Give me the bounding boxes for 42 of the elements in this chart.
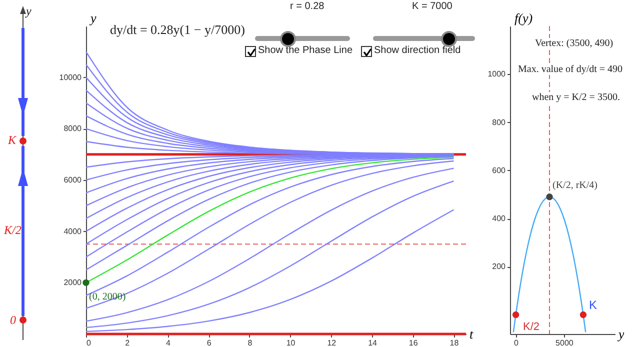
y-tick-label: 2000 [64,278,82,288]
annotation: Show direction field [374,45,461,56]
text: y [26,4,32,19]
y-axis-title: f(y) [514,10,533,26]
text: r = 0.28 [290,1,324,12]
annotation: (K/2, rK/4) [552,180,598,191]
x-tick-label: 5000 [556,338,574,347]
y-tick-label: 4000 [64,226,82,236]
text: K = 7000 [412,1,452,12]
x-tick-label: 8 [248,338,253,347]
x-axis-title: t [470,326,474,342]
x-axis-title: y [616,326,624,342]
annotation: Vertex: (3500, 490) [535,38,614,49]
annotation: when y = K/2 = 3500. [532,92,620,103]
annotation: Max. value of dy/dt = 490 [518,64,623,75]
x-tick-label: 10 [286,338,296,347]
text: 0 [10,313,16,328]
y-axis-title: y [88,10,96,26]
text: K/2 [4,223,22,238]
text: K [8,133,16,148]
x-tick-label: 18 [450,338,460,347]
x-tick-label: 6 [206,338,212,347]
annotation: Show the Phase Line [258,45,353,56]
y-tick-label: 400 [492,214,506,223]
y-tick-label: 8000 [64,124,82,134]
y-tick-label: 200 [492,262,506,272]
x-tick-label: 12 [327,338,337,347]
y-tick-label: 600 [492,166,506,175]
x-tick-label: 14 [368,338,378,347]
annotation: K [589,298,598,312]
x-tick-label: 0 [86,338,92,347]
x-tick-label: 4 [166,338,171,347]
y-tick-label: 10000 [59,72,82,82]
y-tick-label: 800 [492,118,506,127]
annotation: dy/dt = 0.28y(1 − y/7000) [110,22,245,38]
annotation: K/2 [523,321,540,333]
y-tick-label: 1000 [488,70,506,79]
y-tick-label: 6000 [64,176,82,184]
x-tick-label: 2 [125,338,130,347]
x-tick-label: 16 [408,338,418,347]
annotation: (0, 2000) [89,292,126,303]
x-tick-label: 0 [514,338,520,347]
